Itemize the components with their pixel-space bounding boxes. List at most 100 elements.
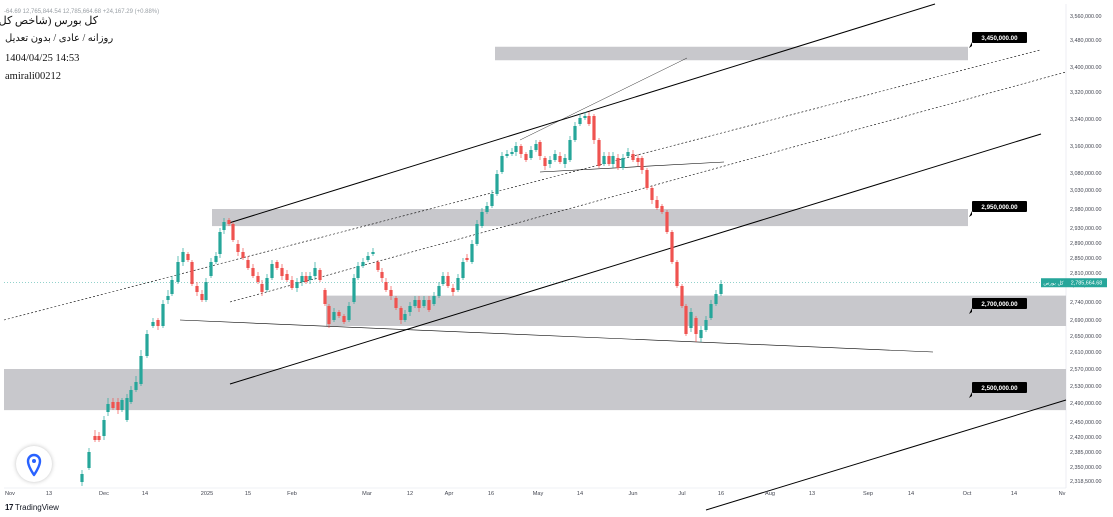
candle: [80, 470, 84, 486]
candle-body: [166, 296, 170, 300]
y-tick-label: 3,320,000.00: [1070, 90, 1101, 96]
candle: [214, 252, 218, 264]
candle-body: [510, 152, 514, 154]
candle: [490, 190, 494, 208]
candle-body: [524, 154, 528, 160]
candle-body: [519, 146, 523, 154]
y-tick-label: 2,690,000.00: [1070, 318, 1101, 324]
zone-label: 2,500,000.00: [981, 385, 1018, 392]
candle-body: [161, 304, 165, 326]
candle-body: [538, 142, 542, 156]
candle: [102, 416, 106, 440]
zone-label-pointer: [969, 211, 972, 217]
candle: [337, 310, 341, 318]
candle-body: [93, 436, 97, 440]
candle-body: [304, 276, 308, 282]
candle-body: [116, 402, 120, 410]
candle: [256, 272, 260, 284]
y-tick-label: 2,385,000.00: [1070, 450, 1101, 456]
candle: [699, 326, 703, 342]
candle-body: [568, 140, 572, 160]
candle: [684, 304, 688, 336]
candle-body: [403, 314, 407, 320]
candle: [145, 330, 149, 358]
candle: [543, 156, 547, 170]
x-tick-label: Oct: [963, 491, 972, 497]
candle-body: [408, 306, 412, 312]
location-pin-button[interactable]: [16, 446, 52, 482]
y-tick-label: 3,240,000.00: [1070, 117, 1101, 123]
candle: [120, 398, 124, 412]
x-tick-label: Nov: [5, 491, 15, 497]
current-price-tag: کل بورس 2,785,664.68: [1041, 278, 1107, 288]
candle-body: [190, 262, 194, 284]
y-tick-label: 2,350,000.00: [1070, 465, 1101, 471]
candle-body: [236, 244, 240, 252]
candle: [432, 292, 436, 306]
candle: [361, 258, 365, 268]
candle: [190, 260, 194, 286]
candle-body: [432, 296, 436, 304]
zone-band: [495, 46, 968, 61]
candle: [616, 154, 620, 170]
candle-body: [480, 212, 484, 226]
x-tick-label: Apr: [445, 491, 454, 497]
trend-line: [519, 57, 688, 141]
x-tick-label: 14: [1011, 491, 1017, 497]
y-tick-label: 2,420,000.00: [1070, 435, 1101, 441]
tradingview-logo[interactable]: 17 TradingView: [5, 503, 59, 512]
y-tick-label: 2,530,000.00: [1070, 384, 1101, 390]
candle-body: [650, 188, 654, 200]
candle: [270, 260, 274, 280]
candle: [451, 284, 455, 296]
candle: [534, 140, 538, 152]
zone-label-box: [972, 201, 1027, 212]
candle-body: [422, 300, 426, 306]
x-tick-label: 15: [245, 491, 251, 497]
candle: [553, 150, 557, 162]
candle-body: [347, 306, 351, 320]
zone-label-pointer: [969, 42, 972, 48]
candle: [222, 218, 226, 234]
candle: [660, 204, 664, 214]
candle-body: [456, 278, 460, 290]
candle-body: [214, 256, 218, 262]
candle: [280, 264, 284, 280]
candle-body: [573, 126, 577, 140]
candle-body: [660, 206, 664, 212]
y-tick-label: 2,810,000.00: [1070, 271, 1101, 277]
candle: [538, 140, 542, 160]
y-tick-label: 2,450,000.00: [1070, 420, 1101, 426]
candle-body: [280, 268, 284, 276]
zone-label: 2,700,000.00: [981, 301, 1018, 308]
candle-body: [218, 232, 222, 254]
candle-body: [704, 320, 708, 330]
candle-body: [500, 156, 504, 172]
candle: [200, 290, 204, 302]
candle: [170, 276, 174, 296]
candle-body: [97, 436, 101, 440]
candle-body: [318, 270, 322, 280]
candle-body: [451, 288, 455, 292]
candle: [380, 268, 384, 282]
candle: [156, 318, 160, 330]
x-tick-label: Aug: [765, 491, 775, 497]
candle: [461, 258, 465, 280]
candle-body: [87, 452, 91, 468]
candle-body: [227, 220, 231, 224]
x-tick-label: Mar: [362, 491, 372, 497]
candle-body: [176, 262, 180, 282]
x-tick-label: Jun: [628, 491, 637, 497]
candle: [558, 152, 562, 164]
candle-body: [251, 268, 255, 276]
candle: [475, 220, 479, 246]
candle: [495, 170, 499, 196]
candle-body: [323, 290, 327, 304]
candle-body: [437, 286, 441, 296]
candle: [204, 278, 208, 302]
candle: [597, 138, 601, 168]
trend-line: [705, 399, 1067, 511]
candle-body: [485, 206, 489, 212]
candle: [218, 228, 222, 258]
